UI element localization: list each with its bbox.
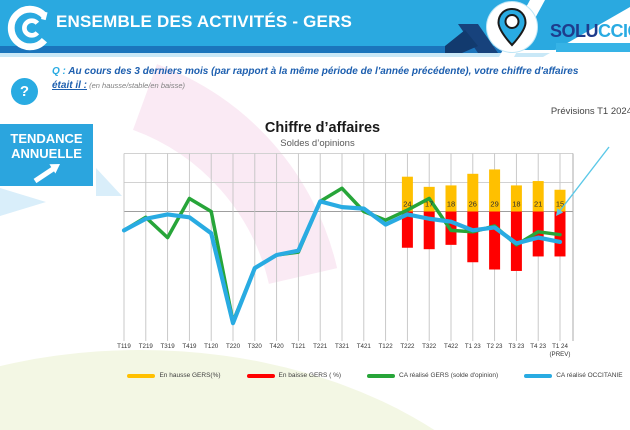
x-axis-label: T322 [422,343,437,350]
question-emphasis: était il : [52,80,88,91]
legend-label-gers: CA réalisé GERS (solde d'opinion) [399,372,499,379]
bar-baisse[interactable] [532,211,544,257]
soluccio-tagline: Informations économiques [556,43,630,52]
x-axis-label: T4 23 [530,343,546,350]
x-axis-label: T320 [248,343,263,350]
x-axis-label: T122 [379,343,394,350]
decor-pink-arc [132,64,338,285]
x-axis-label: T1 23 [465,343,481,350]
bar-baisse[interactable] [489,211,501,270]
bar-hausse[interactable] [489,169,501,212]
legend-swatch-baisse [246,373,275,378]
decor-green-circle [0,350,435,430]
soluccio-logo-cyan: CCIO [598,21,630,41]
x-axis-label: T3 23 [508,343,524,350]
badge-line1: TENDANCE [10,131,83,146]
bar-baisse[interactable] [401,211,413,248]
bar-value-label: 24 [403,200,411,209]
x-axis-label: T220 [226,343,241,350]
x-axis-label: T2 23 [487,343,503,350]
legend-label-occitanie: CA réalisé OCCITANIE [556,372,623,379]
chart-title: Chiffre d’affaires [264,120,381,136]
bar-hausse[interactable] [532,181,544,212]
x-axis-label: T321 [335,343,350,350]
bar-value-label: 26 [469,200,477,209]
question-line1: Q : Au cours des 3 derniers mois (par ra… [52,66,630,77]
x-axis-label: T421 [357,343,372,350]
legend-item-gers: CA réalisé GERS (solde d'opinion) [367,372,498,379]
page-title: ENSEMBLE DES ACTIVITÉS - GERS [56,12,353,31]
soluccio-logo-navy: SOLU [550,21,599,41]
line-series[interactable] [121,199,563,326]
bar-value-label: 18 [447,200,455,209]
legend-swatch-hausse [127,373,156,378]
header-navy-chevron-1 [458,24,498,53]
bar-value-label: 21 [534,200,542,209]
x-axis-label: T221 [313,343,328,350]
x-axis-label: T422 [444,343,459,350]
x-axis-label: T219 [139,343,154,350]
up-right-arrow-icon [33,164,60,184]
bar-hausse[interactable] [445,185,457,212]
x-axis-label: T319 [161,343,176,350]
pin-badge [487,2,537,52]
prevision-note: Prévisions T1 2024 [550,106,630,117]
bar-value-label: 29 [490,200,498,209]
question-hint: (en hausse/stable/en baisse) [87,81,185,90]
decor-blue-triangle-1 [96,168,122,196]
header-pale-strip [0,53,598,57]
x-axis-label: T420 [270,343,285,350]
bar-hausse[interactable] [467,173,479,212]
tendance-annuelle-badge: TENDANCE ANNUELLE [0,124,96,186]
bar-value-label: 17 [425,200,433,209]
question-text: Au cours des 3 derniers mois (par rappor… [68,66,579,77]
bar-value-label: 18 [512,200,520,209]
header-navy-chevron-2 [445,30,478,53]
bar-hausse[interactable] [401,176,413,212]
header: ENSEMBLE DES ACTIVITÉS - GERS SOLUCCIO I… [0,0,630,57]
header-dark-strip [0,46,505,53]
x-axis-label: T222 [400,343,415,350]
x-axis-label: T121 [291,343,306,350]
legend-item-baisse: En baisse GERS ( %) [246,372,342,379]
x-axis-label: T419 [182,343,197,350]
soluccio-logo: SOLUCCIO [550,21,630,42]
x-axis-sublabel: (PREV) [550,351,571,358]
x-axis-label: T120 [204,343,219,350]
decor-blue-triangle-2 [0,188,46,216]
location-pin-icon [497,7,527,47]
question-block: Q : Au cours des 3 derniers mois (par ra… [52,66,630,91]
question-label: Q : [52,66,69,77]
question-line2: était il : (en hausse/stable/en baisse) [52,80,630,91]
legend-item-hausse: En hausse GERS(%) [127,372,221,379]
legend-swatch-gers [367,373,396,378]
legend-item-occitanie: CA réalisé OCCITANIE [524,372,623,379]
bar-baisse[interactable] [423,211,435,250]
question-mark-icon: ? [11,78,38,105]
bar-baisse[interactable] [467,211,479,263]
legend-label-hausse: En hausse GERS(%) [159,372,221,379]
x-axis-label: T119 [117,343,131,350]
bar-value-label: 15 [556,200,564,209]
legend-swatch-occitanie [524,373,553,378]
bar-hausse[interactable] [510,185,522,212]
chart-legend: En hausse GERS(%) En baisse GERS ( %) CA… [120,372,630,379]
badge-line2: ANNUELLE [11,146,82,161]
cci-logo-icon [7,5,48,51]
legend-label-baisse: En baisse GERS ( %) [278,372,342,379]
chart-subtitle: Soldes d’opinions [280,138,355,149]
x-axis-label: T1 24 [552,343,568,350]
